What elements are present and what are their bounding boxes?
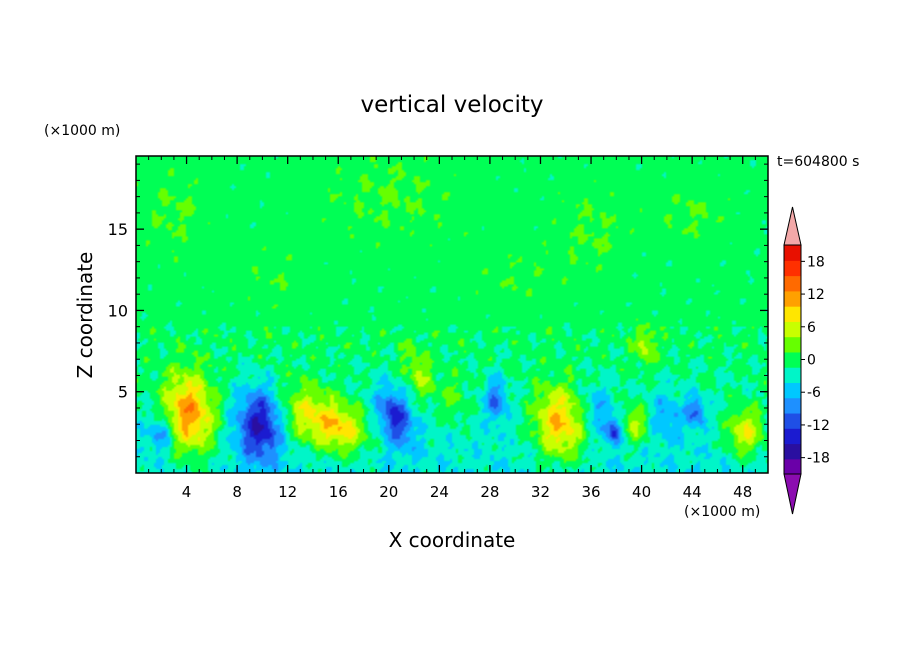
colorbar-segment bbox=[784, 260, 801, 277]
colorbar-segment bbox=[784, 412, 801, 429]
colorbar: 18 12 6 0 -6 -12 -18 bbox=[783, 206, 830, 515]
colorbar-tick-label: 6 bbox=[807, 320, 816, 336]
colorbar-segment bbox=[784, 306, 801, 322]
x-axis-title: X coordinate bbox=[389, 528, 516, 552]
colorbar-segment bbox=[784, 275, 801, 292]
x-tick-label: 16 bbox=[329, 483, 348, 501]
x-axis-ticks: 4 8 12 16 20 24 28 32 36 40 44 48 bbox=[148, 156, 756, 501]
colorbar-segment bbox=[784, 245, 801, 261]
colorbar-under-arrow bbox=[783, 473, 802, 515]
y-tick-label: 15 bbox=[108, 220, 128, 239]
contour-image bbox=[136, 156, 768, 473]
colorbar-segment bbox=[784, 351, 801, 368]
y-tick-label: 10 bbox=[108, 301, 128, 320]
x-tick-label: 4 bbox=[182, 483, 192, 501]
x-tick-label: 20 bbox=[379, 483, 398, 501]
colorbar-segment bbox=[784, 443, 801, 460]
x-tick-label: 24 bbox=[430, 483, 449, 501]
colorbar-segment bbox=[784, 336, 801, 353]
heatmap-field bbox=[136, 156, 768, 473]
colorbar-segment bbox=[784, 397, 801, 414]
y-axis-ticks: 5 10 15 bbox=[108, 163, 768, 458]
colorbar-tick-label: -12 bbox=[807, 418, 830, 434]
x-tick-label: 28 bbox=[480, 483, 499, 501]
x-tick-label: 48 bbox=[733, 483, 752, 501]
colorbar-segment bbox=[784, 321, 801, 338]
colorbar-tick-label: -6 bbox=[807, 385, 821, 401]
y-unit-label: (×1000 m) bbox=[44, 123, 120, 139]
time-label: t=604800 s bbox=[777, 154, 859, 170]
colorbar-tick-label: 12 bbox=[807, 287, 825, 303]
y-tick-label: 5 bbox=[118, 383, 128, 402]
colorbar-tick-label: 18 bbox=[807, 254, 825, 270]
colorbar-segment bbox=[784, 367, 801, 383]
x-tick-label: 44 bbox=[683, 483, 702, 501]
colorbar-tick-label: 0 bbox=[807, 353, 816, 369]
colorbar-segment bbox=[784, 428, 801, 445]
x-tick-label: 36 bbox=[581, 483, 600, 501]
colorbar-segment bbox=[784, 382, 801, 399]
x-tick-label: 40 bbox=[632, 483, 651, 501]
x-tick-label: 8 bbox=[232, 483, 242, 501]
y-axis-title: Z coordinate bbox=[73, 252, 97, 379]
colorbar-tick-label: -18 bbox=[807, 451, 830, 467]
x-tick-label: 32 bbox=[531, 483, 550, 501]
chart-title: vertical velocity bbox=[361, 92, 544, 118]
x-unit-label: (×1000 m) bbox=[684, 504, 760, 520]
colorbar-segment bbox=[784, 458, 801, 475]
colorbar-over-arrow bbox=[783, 206, 802, 246]
colorbar-segment bbox=[784, 290, 801, 307]
x-tick-label: 12 bbox=[278, 483, 297, 501]
